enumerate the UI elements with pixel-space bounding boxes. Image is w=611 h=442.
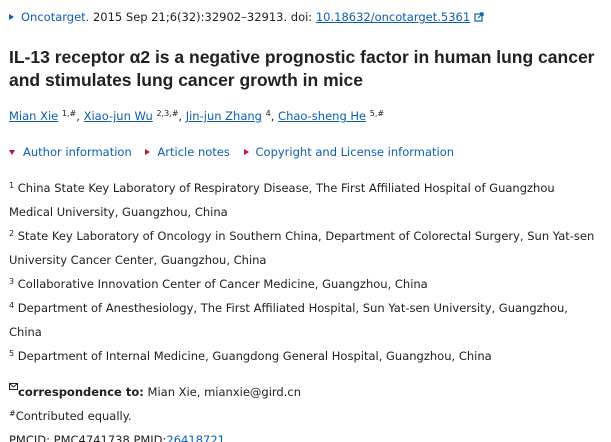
author-separator: ,: [178, 109, 183, 123]
collapse-icon: [9, 150, 15, 155]
correspondence-label: correspondence to:: [18, 385, 144, 399]
author-link[interactable]: Jin-jun Zhang: [185, 109, 262, 123]
affiliation-text: State Key Laboratory of Oncology in Sout…: [9, 229, 595, 267]
affiliations: 1 China State Key Laboratory of Respirat…: [9, 176, 602, 368]
author-list: Mian Xie 1,#, Xiao-jun Wu 2,3,#, Jin-jun…: [9, 104, 602, 128]
affiliation-number: 5: [9, 349, 15, 358]
correspondence: correspondence to: Mian Xie, mianxie@gir…: [9, 380, 602, 404]
doi-link[interactable]: 10.18632/oncotarget.5361: [315, 10, 471, 24]
note: #Contributed equally.: [9, 404, 602, 428]
note-text: Contributed equally.: [15, 409, 132, 423]
affiliation-number: 3: [9, 277, 15, 286]
pmcid: PMCID: PMC4741738: [9, 433, 130, 442]
affiliation-text: Department of Internal Medicine, Guangdo…: [17, 349, 492, 363]
author-info-link[interactable]: Author information: [23, 145, 132, 159]
author-link[interactable]: Xiao-jun Wu: [83, 109, 153, 123]
section-links: Author information Article notes Copyrig…: [9, 140, 602, 164]
article-title: IL-13 receptor α2 is a negative prognost…: [9, 47, 595, 90]
affiliation: 4 Department of Anesthesiology, The Firs…: [9, 296, 602, 344]
expand-icon: [145, 149, 151, 155]
mail-icon: [9, 383, 18, 390]
pmid-label: PMID:: [133, 433, 167, 442]
affiliation-text: China State Key Laboratory of Respirator…: [9, 181, 555, 219]
affiliation: 3 Collaborative Innovation Center of Can…: [9, 272, 602, 296]
affiliation-number: 2: [9, 229, 15, 238]
citation-details: 2015 Sep 21;6(32):32902–32913. doi:: [92, 10, 313, 24]
citation: Oncotarget. 2015 Sep 21;6(32):32902–3291…: [9, 5, 602, 29]
author-link[interactable]: Chao-sheng He: [278, 109, 367, 123]
author-link[interactable]: Mian Xie: [9, 109, 59, 123]
affiliation-number: 4: [9, 301, 15, 310]
affiliation-text: Department of Anesthesiology, The First …: [9, 301, 568, 339]
affiliation-number: 1: [9, 181, 15, 190]
author-affiliation-mark: 4: [265, 109, 271, 118]
article-notes-link[interactable]: Article notes: [157, 145, 230, 159]
affiliation-text: Collaborative Innovation Center of Cance…: [17, 277, 428, 291]
author-affiliation-mark: 1,#: [61, 109, 77, 118]
author-affiliation-mark: 2,3,#: [156, 109, 179, 118]
affiliation: 1 China State Key Laboratory of Respirat…: [9, 176, 602, 224]
expand-icon: [243, 149, 249, 155]
correspondence-text: Mian Xie, mianxie@gird.cn: [147, 385, 301, 399]
author-separator: ,: [76, 109, 80, 123]
note-mark: #: [9, 409, 16, 418]
author-separator: ,: [270, 109, 275, 123]
pmid-link[interactable]: 26418721: [166, 433, 225, 442]
author-affiliation-mark: 5,#: [369, 109, 385, 118]
affiliation: 5 Department of Internal Medicine, Guang…: [9, 344, 602, 368]
license-link[interactable]: Copyright and License information: [255, 145, 455, 159]
external-icon: [474, 12, 484, 22]
journal-link[interactable]: Oncotarget.: [21, 10, 90, 24]
expand-icon: [9, 14, 14, 20]
ids: PMCID: PMC4741738 PMID:26418721: [9, 428, 602, 442]
affiliation: 2 State Key Laboratory of Oncology in So…: [9, 224, 602, 272]
